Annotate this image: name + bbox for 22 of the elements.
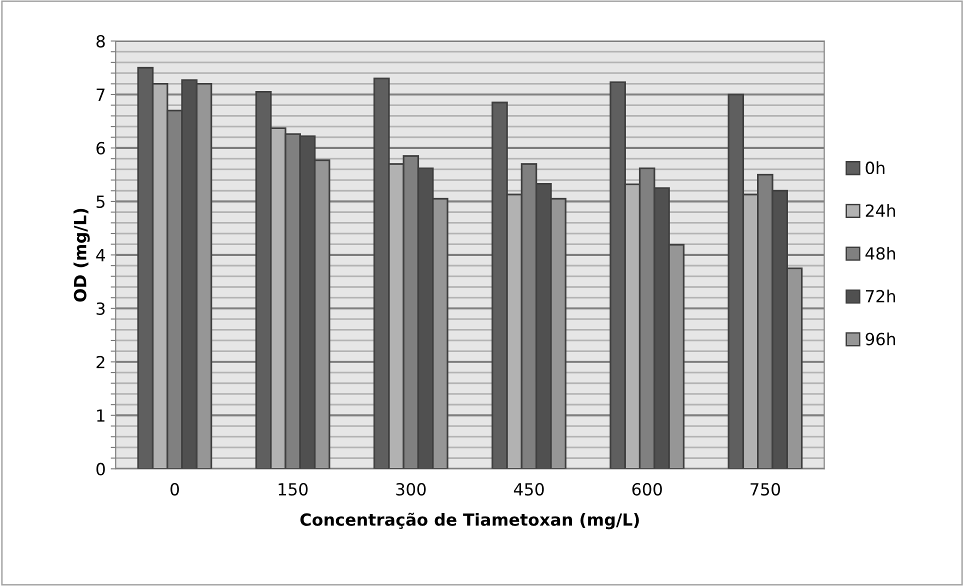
x-tick-label: 300 (396, 482, 426, 496)
y-tick-label: 8 (96, 34, 105, 48)
y-tick-label: 7 (96, 88, 105, 101)
legend-label: 96h (866, 332, 895, 346)
y-axis-title: OD (mg/L) (74, 208, 90, 302)
x-tick-label: 600 (632, 482, 662, 496)
y-tick-label: 3 (96, 302, 105, 315)
legend-label: 24h (866, 204, 895, 217)
x-tick-label: 150 (278, 482, 308, 496)
legend-label: 0h (866, 161, 884, 174)
x-tick-label: 0 (170, 482, 179, 496)
legend-label: 48h (865, 246, 895, 260)
y-tick-label: 4 (96, 249, 106, 262)
x-tick-label: 450 (514, 482, 544, 496)
x-tick-label: 750 (750, 482, 780, 496)
y-tick-label: 6 (96, 142, 105, 155)
y-tick-label: 1 (97, 410, 104, 422)
x-axis-title: Concentração de Tiametoxan (mg/L) (300, 512, 639, 530)
y-tick-label: 2 (96, 356, 104, 368)
y-tick-label: 5 (96, 196, 104, 208)
legend-label: 72h (866, 290, 895, 302)
y-tick-label: 0 (96, 462, 105, 476)
